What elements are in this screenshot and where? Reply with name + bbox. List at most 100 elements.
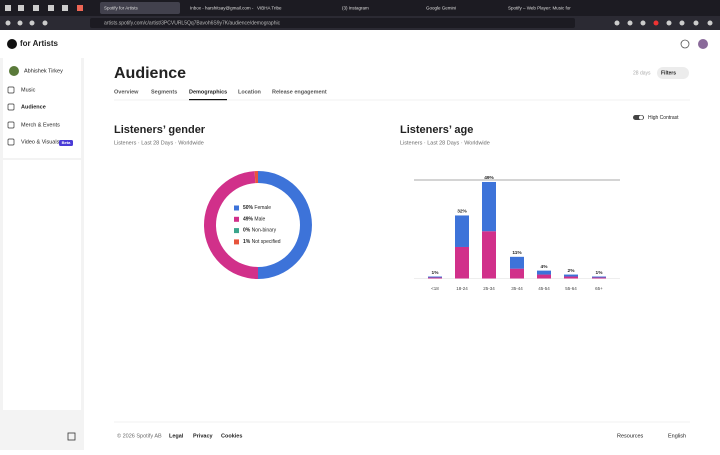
tab-underline [189, 99, 227, 101]
nav-item[interactable]: Audience [21, 104, 46, 110]
legend-swatch [234, 216, 239, 222]
x-tick-label: 55-64 [565, 286, 577, 291]
sidebar-card [3, 160, 81, 410]
x-tick-label: <18 [431, 286, 439, 291]
legend-swatch [234, 239, 239, 245]
legend-item: 49% Male [243, 217, 265, 223]
section-tab[interactable]: Demographics [189, 89, 227, 95]
legend-item: 50% Female [243, 205, 271, 211]
x-tick-label: 45-54 [538, 286, 550, 291]
copyright: © 2026 Spotify AB [117, 432, 162, 439]
contrast-label[interactable]: High Contrast [648, 115, 679, 121]
x-tick-label: 18-24 [456, 286, 468, 291]
nav-icon [7, 138, 15, 146]
bar-segment [455, 246, 469, 279]
chart-title: Listeners’ gender [114, 124, 206, 136]
legend-label: Non-binary [252, 228, 277, 234]
footer-link[interactable]: Cookies [221, 433, 242, 439]
tab-title[interactable]: Spotify for Artists [104, 6, 139, 11]
avatar[interactable] [698, 39, 708, 49]
bar-segment [537, 274, 551, 279]
user-avatar [9, 66, 19, 76]
nav-item[interactable]: Merch & Events [21, 122, 60, 128]
brand[interactable]: for Artists [20, 39, 58, 48]
footer-link[interactable]: Legal [169, 433, 184, 439]
x-tick-label: 25-34 [483, 286, 495, 291]
url[interactable]: artists.spotify.com/c/artist/3PCVURL5Qq7… [104, 20, 281, 26]
bar-total-label: 49% [484, 175, 494, 181]
bar-segment [428, 276, 442, 278]
tab-title[interactable]: Spotify – Web Player: Music for [508, 6, 571, 11]
bar-segment [537, 270, 551, 275]
legend-value: 0% [243, 228, 251, 234]
nav-icon [7, 103, 15, 111]
tab-title[interactable]: Google Gemini [426, 6, 456, 11]
tab-title[interactable]: Inbox - harshitsay@gmail.com - [190, 6, 254, 11]
section-tab[interactable]: Location [238, 89, 262, 95]
chart-subtitle: Listeners · Last 28 Days · Worldwide [400, 140, 490, 146]
bar-segment [428, 277, 442, 279]
nav-item[interactable]: Video & Visuals [21, 139, 60, 145]
filters-label[interactable]: Filters [661, 70, 676, 76]
x-tick-label: 35-44 [511, 286, 523, 291]
legend-value: 50% [243, 205, 254, 211]
logo[interactable] [7, 39, 17, 49]
toggle-knob [639, 115, 643, 120]
tab-title[interactable]: VIBHA Tribe [257, 6, 282, 11]
legend-swatch [234, 228, 239, 234]
site-header [0, 30, 720, 58]
bar-segment [455, 215, 469, 247]
bar-segment [510, 268, 524, 279]
bar-total-label: 2% [568, 268, 576, 274]
section-tab[interactable]: Segments [151, 89, 177, 95]
bar-total-label: 11% [512, 250, 522, 256]
user-name[interactable]: Abhishek Tirkey [24, 68, 63, 74]
legend-label: Female [254, 205, 271, 211]
bar-segment [510, 256, 524, 269]
bar-total-label: 1% [596, 270, 604, 276]
toolbar-icons [5, 5, 713, 26]
bar-total-label: 1% [432, 270, 440, 276]
bar-segment [592, 277, 606, 279]
section-tab[interactable]: Overview [114, 89, 139, 95]
help-icon[interactable] [680, 39, 690, 49]
active-tab[interactable] [100, 2, 180, 14]
filters-button[interactable] [657, 67, 689, 79]
bar-segment [482, 231, 496, 279]
bar-total-label: 4% [541, 264, 549, 270]
collapse-icon[interactable] [67, 432, 76, 441]
section-tab[interactable]: Release engagement [272, 89, 327, 95]
bar-total-label: 32% [457, 209, 467, 215]
language[interactable]: English [668, 433, 686, 439]
beta-badge [59, 140, 73, 146]
legend-item: 0% Non-binary [243, 228, 277, 234]
date-range[interactable]: 28 days [633, 70, 651, 76]
legend-label: Male [254, 217, 265, 223]
bar-segment [592, 276, 606, 278]
beta-text: Beta [62, 140, 71, 145]
main-panel [84, 58, 720, 450]
tab-title[interactable]: (3) Instagram [342, 6, 369, 11]
legend-value: 49% [243, 217, 254, 223]
chart-subtitle: Listeners · Last 28 Days · Worldwide [114, 140, 204, 146]
legend-item: 1% Not specified [243, 239, 281, 245]
chart-title: Listeners’ age [400, 124, 473, 136]
page-title: Audience [114, 65, 186, 82]
donut-segment [258, 171, 312, 279]
bar-segment [564, 274, 578, 277]
donut-segment [254, 171, 258, 184]
legend-label: Not specified [252, 239, 281, 245]
nav-item[interactable]: Music [21, 87, 36, 93]
x-tick-label: 65+ [595, 286, 603, 291]
bar-segment [564, 276, 578, 279]
footer-link[interactable]: Privacy [193, 433, 214, 439]
donut-segment [204, 171, 258, 279]
legend-value: 1% [243, 239, 251, 245]
resources[interactable]: Resources [617, 433, 644, 439]
bar-segment [482, 181, 496, 232]
url-field[interactable] [90, 18, 575, 28]
legend-swatch [234, 205, 239, 211]
nav-icon [7, 121, 15, 129]
